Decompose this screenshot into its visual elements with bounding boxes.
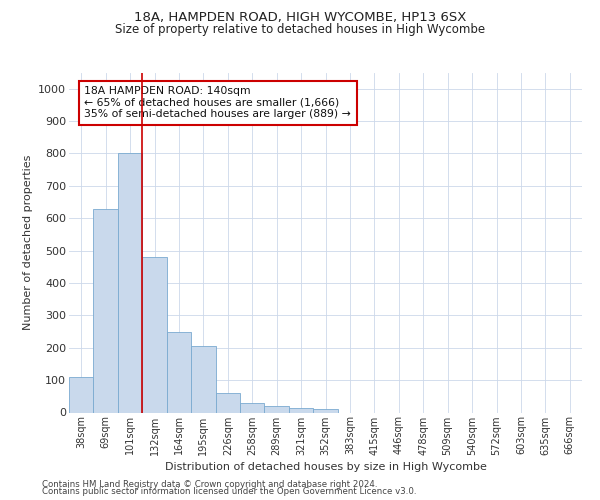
Bar xyxy=(94,208,118,412)
Bar xyxy=(313,410,338,412)
Text: Contains HM Land Registry data © Crown copyright and database right 2024.: Contains HM Land Registry data © Crown c… xyxy=(42,480,377,489)
Text: Size of property relative to detached houses in High Wycombe: Size of property relative to detached ho… xyxy=(115,22,485,36)
Text: 18A, HAMPDEN ROAD, HIGH WYCOMBE, HP13 6SX: 18A, HAMPDEN ROAD, HIGH WYCOMBE, HP13 6S… xyxy=(134,11,466,24)
Text: 18A HAMPDEN ROAD: 140sqm
← 65% of detached houses are smaller (1,666)
35% of sem: 18A HAMPDEN ROAD: 140sqm ← 65% of detach… xyxy=(85,86,351,120)
Bar xyxy=(265,406,289,412)
Bar xyxy=(69,377,94,412)
Bar xyxy=(240,404,265,412)
Bar xyxy=(215,393,240,412)
Bar xyxy=(118,154,142,412)
X-axis label: Distribution of detached houses by size in High Wycombe: Distribution of detached houses by size … xyxy=(164,462,487,471)
Bar xyxy=(167,332,191,412)
Y-axis label: Number of detached properties: Number of detached properties xyxy=(23,155,32,330)
Bar xyxy=(191,346,215,412)
Bar xyxy=(289,408,313,412)
Text: Contains public sector information licensed under the Open Government Licence v3: Contains public sector information licen… xyxy=(42,488,416,496)
Bar xyxy=(142,257,167,412)
